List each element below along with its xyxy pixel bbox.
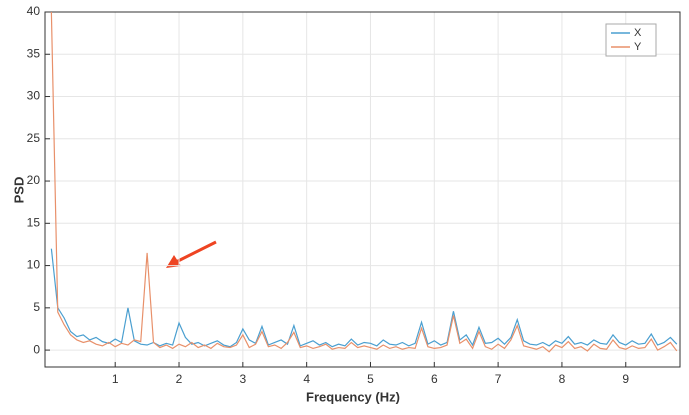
x-tick-label: 3 — [239, 372, 246, 386]
y-tick-label: 5 — [33, 300, 40, 314]
y-tick-label: 0 — [33, 342, 40, 356]
y-tick-label: 10 — [27, 258, 41, 272]
x-tick-label: 7 — [495, 372, 502, 386]
y-tick-label: 30 — [27, 89, 41, 103]
x-tick-label: 5 — [367, 372, 374, 386]
x-tick-label: 4 — [303, 372, 310, 386]
x-tick-label: 1 — [112, 372, 119, 386]
legend-label: X — [634, 27, 642, 39]
plot-frame — [44, 11, 681, 368]
line-series — [50, 248, 678, 348]
arrow-head — [166, 255, 181, 268]
arrow — [175, 240, 217, 264]
x-tick-label: 6 — [431, 372, 438, 386]
legend-label: Y — [634, 41, 642, 53]
x-tick-label: 9 — [622, 372, 629, 386]
line-series — [50, 11, 678, 353]
x-tick-label: 8 — [559, 372, 566, 386]
x-axis-label: Frequency (Hz) — [306, 389, 400, 404]
y-tick-label: 40 — [27, 4, 41, 18]
y-tick-label: 25 — [27, 131, 41, 145]
y-tick-label: 35 — [27, 46, 41, 60]
legend-box — [605, 23, 657, 57]
y-tick-label: 20 — [27, 173, 41, 187]
y-axis-label: PSD — [11, 177, 26, 204]
y-tick-label: 15 — [27, 215, 41, 229]
x-tick-label: 2 — [176, 372, 183, 386]
